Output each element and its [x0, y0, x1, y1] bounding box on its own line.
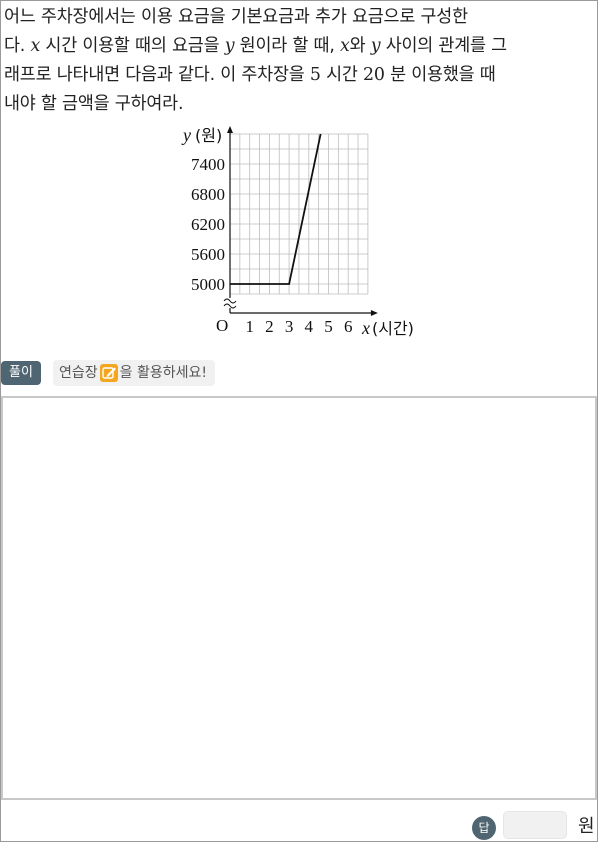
q2-c: 원이라 할 때,: [239, 36, 335, 56]
solution-workspace[interactable]: [1, 396, 597, 800]
question-text: 어느 주차장에서는 이용 요금을 기본요금과 추가 요금으로 구성한 다. x …: [4, 3, 594, 119]
hint-text-after: 을 활용하세요!: [119, 365, 207, 381]
minutes-number: 20: [363, 65, 385, 85]
x-tick-label: 2: [265, 317, 274, 336]
question-line-2: 다. x 시간 이용할 때의 요금을 y 원이라 할 때, x와 y 사이의 관…: [4, 32, 594, 61]
x-tick-label: 5: [324, 317, 333, 336]
var-x-2: x: [339, 36, 350, 56]
hours-number: 5: [309, 65, 321, 85]
question-line-3: 래프로 나타내면 다음과 같다. 이 주차장을 5 시간 20 분 이용했을 때: [4, 61, 594, 90]
solve-label: 풀이: [1, 361, 41, 385]
q2-a: 다.: [4, 36, 26, 56]
var-y: y: [224, 36, 235, 56]
q2-e: 사이의 관계를 그: [385, 36, 507, 56]
y-tick-label: 6200: [191, 215, 225, 234]
q3-a: 래프로 나타내면 다음과 같다. 이 주차장을: [4, 65, 305, 85]
y-tick-label: 5000: [191, 275, 225, 294]
q2-d: 와: [349, 36, 366, 56]
q3-b: 시간: [326, 65, 358, 85]
graph-grid: [230, 133, 369, 295]
hint-box: 연습장 을 활용하세요!: [53, 360, 215, 386]
x-axis-unit: (시간): [372, 319, 414, 338]
x-axis-var: x: [361, 318, 370, 338]
graph-axes: [223, 126, 378, 316]
question-line-1-text: 어느 주차장에서는 이용 요금을 기본요금과 추가 요금으로 구성한: [4, 7, 468, 27]
x-tick-label: 3: [285, 317, 294, 336]
y-axis-unit: (원): [195, 126, 222, 145]
hint-text-before: 연습장: [59, 365, 98, 381]
y-tick-label: 6800: [191, 185, 225, 204]
graph-ticks: 1 2 3 4 5 6 5000 5600 6200 6800 7400: [191, 155, 352, 336]
y-tick-label: 5600: [191, 245, 225, 264]
fee-line: [230, 133, 322, 285]
axis-break-gap: [224, 298, 236, 308]
x-axis-arrow: [370, 310, 378, 316]
answer-input[interactable]: [503, 811, 567, 839]
axis-break-mark-1: [223, 298, 237, 304]
x-tick-label: 6: [344, 317, 353, 336]
y-axis-var: y: [181, 125, 191, 145]
origin-label: O: [216, 316, 228, 335]
question-line-4: 내야 할 금액을 구하여라.: [4, 90, 594, 119]
answer-badge: 답: [472, 816, 496, 840]
answer-unit: 원: [578, 816, 595, 837]
pencil-icon[interactable]: [99, 364, 118, 382]
question-line-1: 어느 주차장에서는 이용 요금을 기본요금과 추가 요금으로 구성한: [4, 3, 594, 32]
q2-b: 시간 이용할 때의 요금을: [45, 36, 220, 56]
y-tick-label: 7400: [191, 155, 225, 174]
graph-series: [230, 133, 322, 285]
question-line-4-text: 내야 할 금액을 구하여라.: [4, 94, 184, 114]
y-axis-arrow: [227, 126, 233, 133]
var-y-2: y: [370, 36, 381, 56]
answer-row: 답 원: [0, 800, 598, 842]
x-tick-label: 4: [305, 317, 314, 336]
axis-break-mark-2: [223, 303, 237, 309]
var-x: x: [30, 36, 41, 56]
x-tick-label: 1: [245, 317, 254, 336]
q3-c: 분 이용했을 때: [390, 65, 496, 85]
